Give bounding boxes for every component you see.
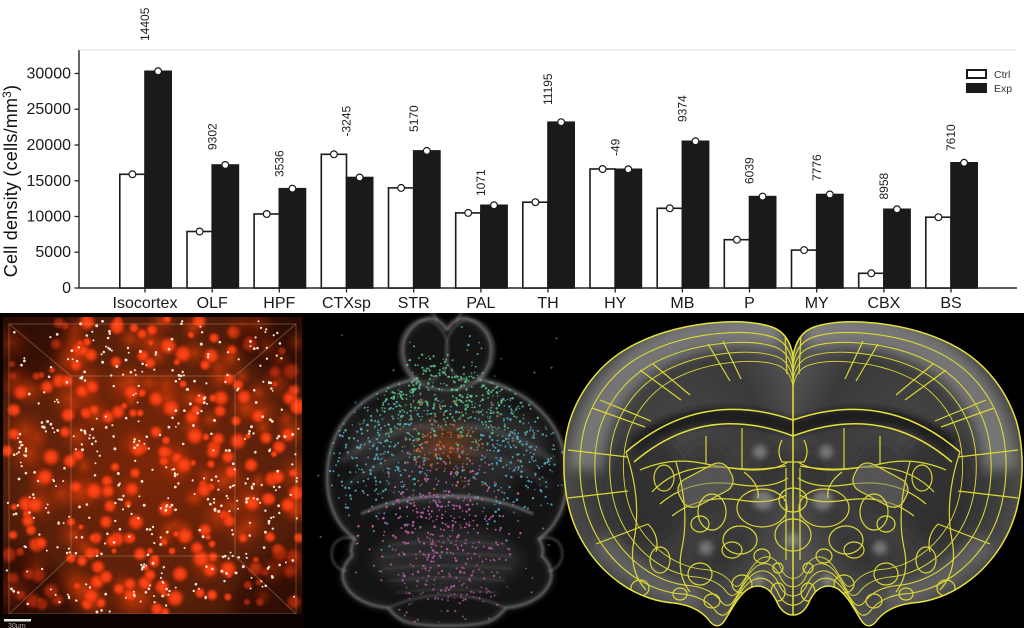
svg-text:25000: 25000 (27, 101, 72, 118)
svg-text:-49: -49 (608, 138, 622, 156)
svg-text:CTXsp: CTXsp (322, 295, 371, 312)
svg-text:30μm: 30μm (8, 623, 26, 628)
svg-text:-3245: -3245 (340, 105, 354, 136)
svg-text:BS: BS (940, 295, 961, 312)
svg-text:HY: HY (604, 295, 627, 312)
svg-text:P: P (744, 295, 755, 312)
svg-text:6039: 6039 (743, 157, 757, 184)
svg-text:15000: 15000 (27, 173, 72, 190)
svg-text:10000: 10000 (27, 209, 72, 226)
svg-text:Cell density (cells/mm3): Cell density (cells/mm3) (0, 85, 21, 278)
svg-text:14405: 14405 (138, 7, 152, 41)
svg-text:11195: 11195 (541, 73, 555, 105)
svg-text:7776: 7776 (810, 154, 824, 181)
svg-text:STR: STR (398, 295, 430, 312)
svg-text:7610: 7610 (944, 124, 958, 151)
svg-text:Exp: Exp (994, 83, 1012, 95)
svg-text:MY: MY (805, 295, 829, 312)
svg-text:5000: 5000 (35, 244, 71, 261)
svg-text:20000: 20000 (27, 137, 72, 154)
svg-text:1071: 1071 (474, 169, 488, 196)
svg-text:8958: 8958 (877, 172, 891, 199)
svg-text:5170: 5170 (407, 105, 421, 132)
svg-text:9302: 9302 (205, 123, 219, 150)
svg-text:30000: 30000 (27, 66, 72, 83)
svg-text:TH: TH (537, 295, 558, 312)
svg-text:0: 0 (62, 280, 71, 297)
svg-text:9374: 9374 (676, 95, 690, 122)
svg-text:OLF: OLF (197, 295, 228, 312)
svg-text:Ctrl: Ctrl (994, 69, 1010, 81)
svg-text:Isocortex: Isocortex (113, 295, 178, 312)
svg-text:3536: 3536 (273, 150, 287, 177)
svg-text:MB: MB (670, 295, 694, 312)
svg-text:CBX: CBX (867, 295, 900, 312)
svg-text:PAL: PAL (466, 295, 495, 312)
svg-text:HPF: HPF (263, 295, 295, 312)
